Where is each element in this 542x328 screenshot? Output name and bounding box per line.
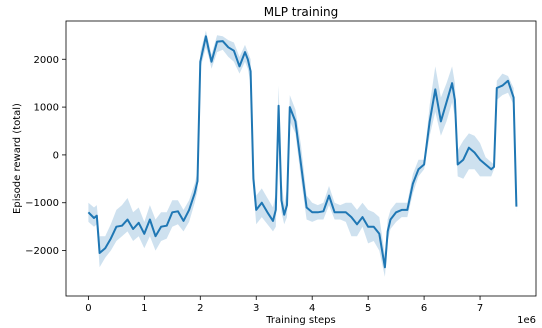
x-tick-label: 4 [309, 303, 315, 314]
x-tick-label: 1 [141, 303, 147, 314]
y-tick-label: 1000 [34, 103, 59, 114]
x-tick-label: 6 [421, 303, 427, 314]
x-tick-label: 0 [85, 303, 91, 314]
y-axis: −2000 −1000 0 1000 2000 [25, 55, 66, 257]
x-tick-label: 5 [365, 303, 371, 314]
plot-frame [65, 20, 537, 297]
y-tick-label: −1000 [25, 198, 59, 209]
x-tick-label: 3 [253, 303, 259, 314]
y-axis-label: Episode reward (total) [12, 103, 23, 214]
series-0-confidence-band [88, 30, 517, 277]
y-tick-label: 2000 [34, 55, 59, 66]
plot-area [87, 30, 518, 277]
series-0-line [87, 35, 518, 269]
chart-title: MLP training [264, 5, 339, 19]
x-tick-label: 7 [477, 303, 483, 314]
x-axis-label: Training steps [265, 315, 335, 326]
y-tick-label: −2000 [25, 246, 59, 257]
x-axis-offset-label: 1e6 [517, 315, 536, 326]
x-axis: 0 1 2 3 4 5 6 7 [85, 296, 483, 314]
y-tick-label: 0 [53, 150, 59, 161]
x-tick-label: 2 [197, 303, 203, 314]
